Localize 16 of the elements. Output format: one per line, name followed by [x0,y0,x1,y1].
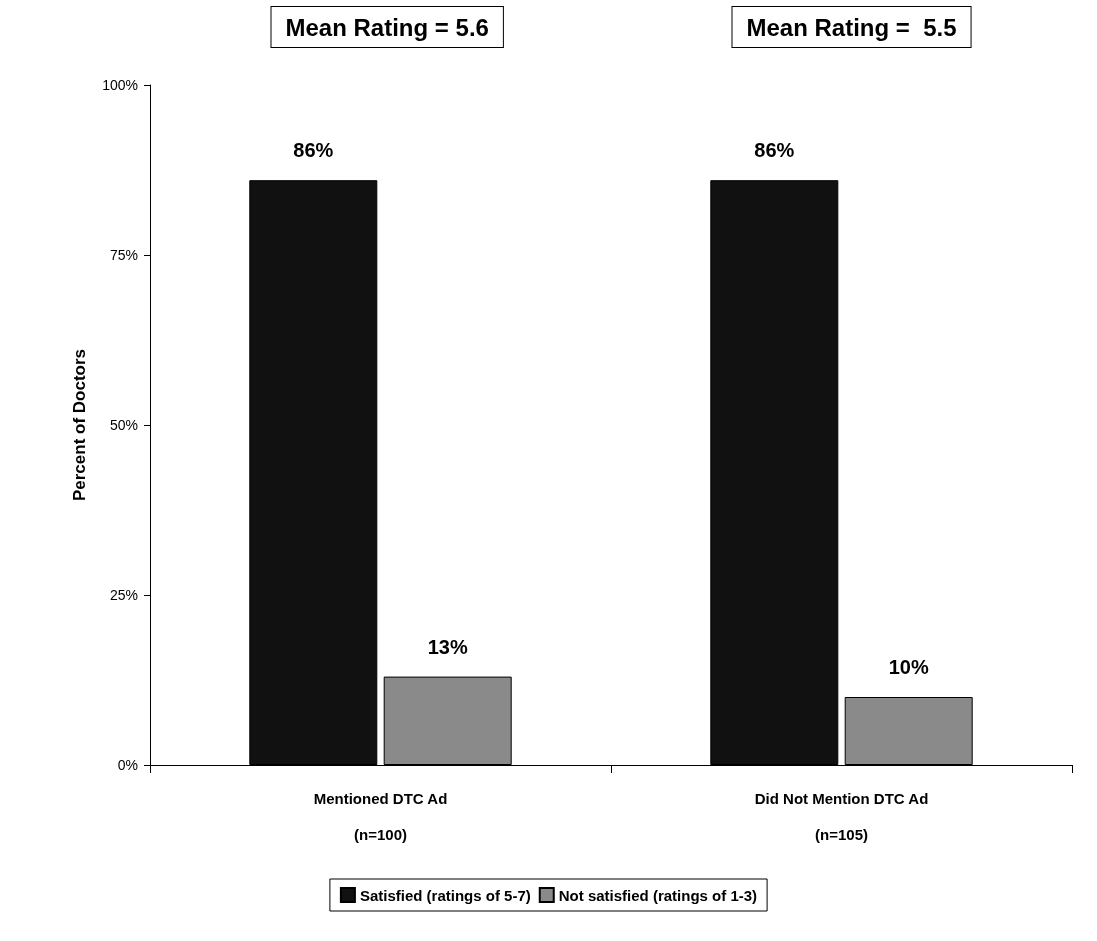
y-axis-title: Percent of Doctors [70,348,89,502]
legend-label: Not satisfied (ratings of 1-3) [558,886,758,904]
data-label: 86% [293,139,334,162]
data-label: 13% [427,635,468,658]
y-tick-label: 0% [117,757,138,773]
category-label: Did Not Mention DTC Ad (n=105) [754,789,929,843]
y-tick-label: 100% [102,77,138,93]
y-tick-label: 25% [109,587,138,603]
text: Mean Rating = 5.6 [285,13,489,41]
data-label: 10% [888,656,929,678]
data-label: 86% [754,139,795,162]
category-label: Mentioned DTC Ad (n=100) [313,789,448,843]
text: Mean Rating = 5.5 [746,13,957,41]
y-tick-label: 50% [109,417,138,433]
legend-label: Satisfied (ratings of 5-7) [359,886,531,904]
y-tick-label: 75% [109,247,138,263]
